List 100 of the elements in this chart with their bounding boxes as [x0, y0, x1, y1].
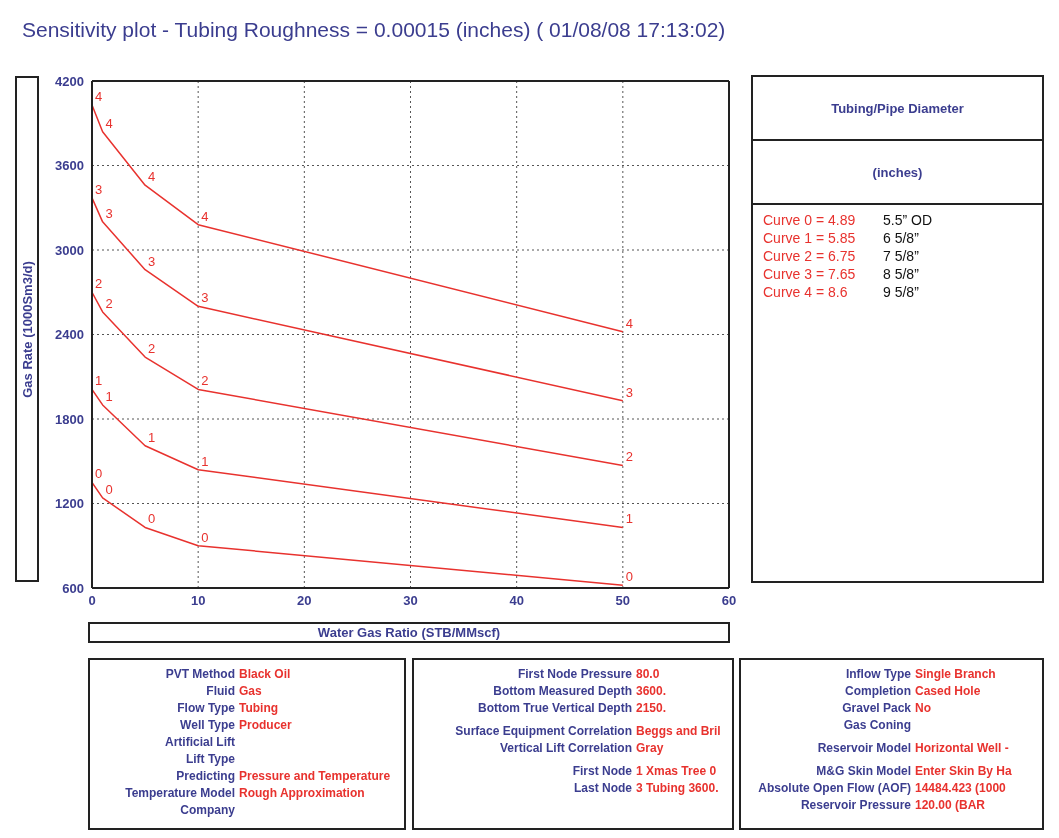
text: Curve 0 = 4.89 — [763, 211, 857, 229]
series-label: 1 — [201, 453, 209, 469]
text: 3 — [95, 181, 103, 197]
text: 3 — [105, 205, 113, 221]
text: 120.00 (BAR — [915, 797, 986, 814]
text: Vertical Lift Correlation — [498, 740, 632, 757]
text: 2 — [95, 276, 103, 292]
text: 1 Xmas Tree 0 — [636, 763, 717, 780]
text: Tubing/Pipe Diameter — [753, 77, 1042, 141]
series-label: 2 — [201, 373, 209, 389]
y-tick-label: 1800 — [55, 411, 84, 427]
text: 2 — [105, 295, 113, 311]
text: 1 — [95, 373, 103, 389]
text: Gas — [239, 683, 262, 700]
text: Reservoir Model — [816, 740, 911, 757]
text: Absolute Open Flow (AOF) — [757, 780, 911, 797]
text: Lift Type — [184, 751, 235, 768]
text: 2150. — [636, 700, 667, 717]
y-tick-label: 3000 — [55, 242, 84, 258]
text: 2 — [625, 449, 634, 465]
text: Curve 3 = 7.65 — [763, 265, 857, 283]
text: Cased Hole — [915, 683, 981, 700]
text: 2 — [148, 341, 156, 357]
text: Surface Equipment Correlation — [454, 723, 632, 740]
text: PVT Method — [164, 666, 235, 683]
x-tick-label: 0 — [88, 593, 96, 609]
text: (inches) — [753, 141, 1042, 205]
line-series — [92, 104, 624, 333]
text: 6 5/8” — [883, 229, 919, 247]
text: Curve 4 = 8.6 — [763, 283, 849, 301]
text: Curve 2 = 6.75 — [763, 247, 857, 265]
text: 4 — [95, 88, 103, 104]
text: 8 5/8” — [883, 265, 919, 283]
series-label: 4 — [201, 208, 209, 224]
text: M&G Skin Model — [815, 763, 911, 780]
y-tick-label: 3600 — [55, 158, 84, 174]
text: First Node Pressure — [516, 666, 632, 683]
line-series — [92, 197, 624, 402]
text: Rough Approximation — [239, 785, 365, 802]
text: Fluid — [205, 683, 235, 700]
text: 7 5/8” — [883, 247, 919, 265]
text: 80.0 — [636, 666, 660, 683]
text: Artificial Lift — [164, 734, 235, 751]
line-series — [92, 291, 624, 467]
text: Pressure and Temperature — [239, 768, 391, 785]
text: 9 5/8” — [883, 283, 919, 301]
series-label: 3 — [201, 290, 209, 306]
text: 1 — [148, 429, 156, 445]
series-label: 0 — [201, 529, 209, 545]
text: 3 Tubing 3600. — [636, 780, 719, 797]
text: Gray — [636, 740, 664, 757]
text: Bottom Measured Depth — [492, 683, 632, 700]
text: 3 — [625, 384, 634, 400]
y-tick-label: 600 — [62, 580, 84, 596]
x-tick-label: 50 — [615, 593, 631, 609]
x-tick-label: 60 — [721, 593, 737, 609]
text: Horizontal Well - — [915, 740, 1009, 757]
text: 14484.423 (1000 — [915, 780, 1006, 797]
text: Curve 1 = 5.85 — [763, 229, 857, 247]
x-tick-label: 30 — [403, 593, 418, 609]
text: 4 — [105, 115, 113, 131]
y-tick-label: 2400 — [55, 327, 84, 343]
line-series — [92, 388, 624, 529]
text: Reservoir Pressure — [799, 797, 911, 814]
text: 4 — [148, 169, 156, 185]
text: Gas Coning — [842, 717, 911, 734]
text: Black Oil — [239, 666, 291, 683]
text: 0 — [625, 569, 634, 585]
x-tick-label: 20 — [297, 593, 312, 609]
text: Flow Type — [176, 700, 235, 717]
text: 5.5” OD — [883, 211, 933, 229]
text: 4 — [625, 315, 634, 331]
text: Beggs and Bril — [636, 723, 721, 740]
text: No — [915, 700, 931, 717]
text: Temperature Model — [124, 785, 235, 802]
text: Last Node — [573, 780, 632, 797]
chart-title: Sensitivity plot - Tubing Roughness = 0.00015 (inches) ( 01/08/08 17:13:02) — [22, 18, 726, 42]
y-axis-title: Gas Rate (1000Sm3/d) — [19, 260, 35, 398]
text: 0 — [105, 481, 113, 497]
text: 1 — [625, 511, 634, 527]
line-series — [92, 481, 624, 586]
x-axis-title: Water Gas Ratio (STB/MMscf) — [88, 622, 730, 643]
text: Inflow Type — [844, 666, 911, 683]
text: 0 — [148, 511, 156, 527]
text: Single Branch — [915, 666, 996, 683]
text: Company — [179, 802, 235, 819]
text: Gravel Pack — [841, 700, 911, 717]
text: Bottom True Vertical Depth — [476, 700, 632, 717]
x-tick-label: 40 — [509, 593, 524, 609]
text: First Node — [571, 763, 632, 780]
text: Producer — [239, 717, 292, 734]
text: Predicting — [175, 768, 235, 785]
y-tick-label: 1200 — [55, 496, 84, 512]
text: 0 — [95, 466, 103, 482]
text: Completion — [844, 683, 911, 700]
text: Enter Skin By Ha — [915, 763, 1012, 780]
text: Well Type — [179, 717, 235, 734]
y-tick-label: 4200 — [55, 73, 84, 89]
text: 3600. — [636, 683, 667, 700]
text: 1 — [105, 388, 113, 404]
